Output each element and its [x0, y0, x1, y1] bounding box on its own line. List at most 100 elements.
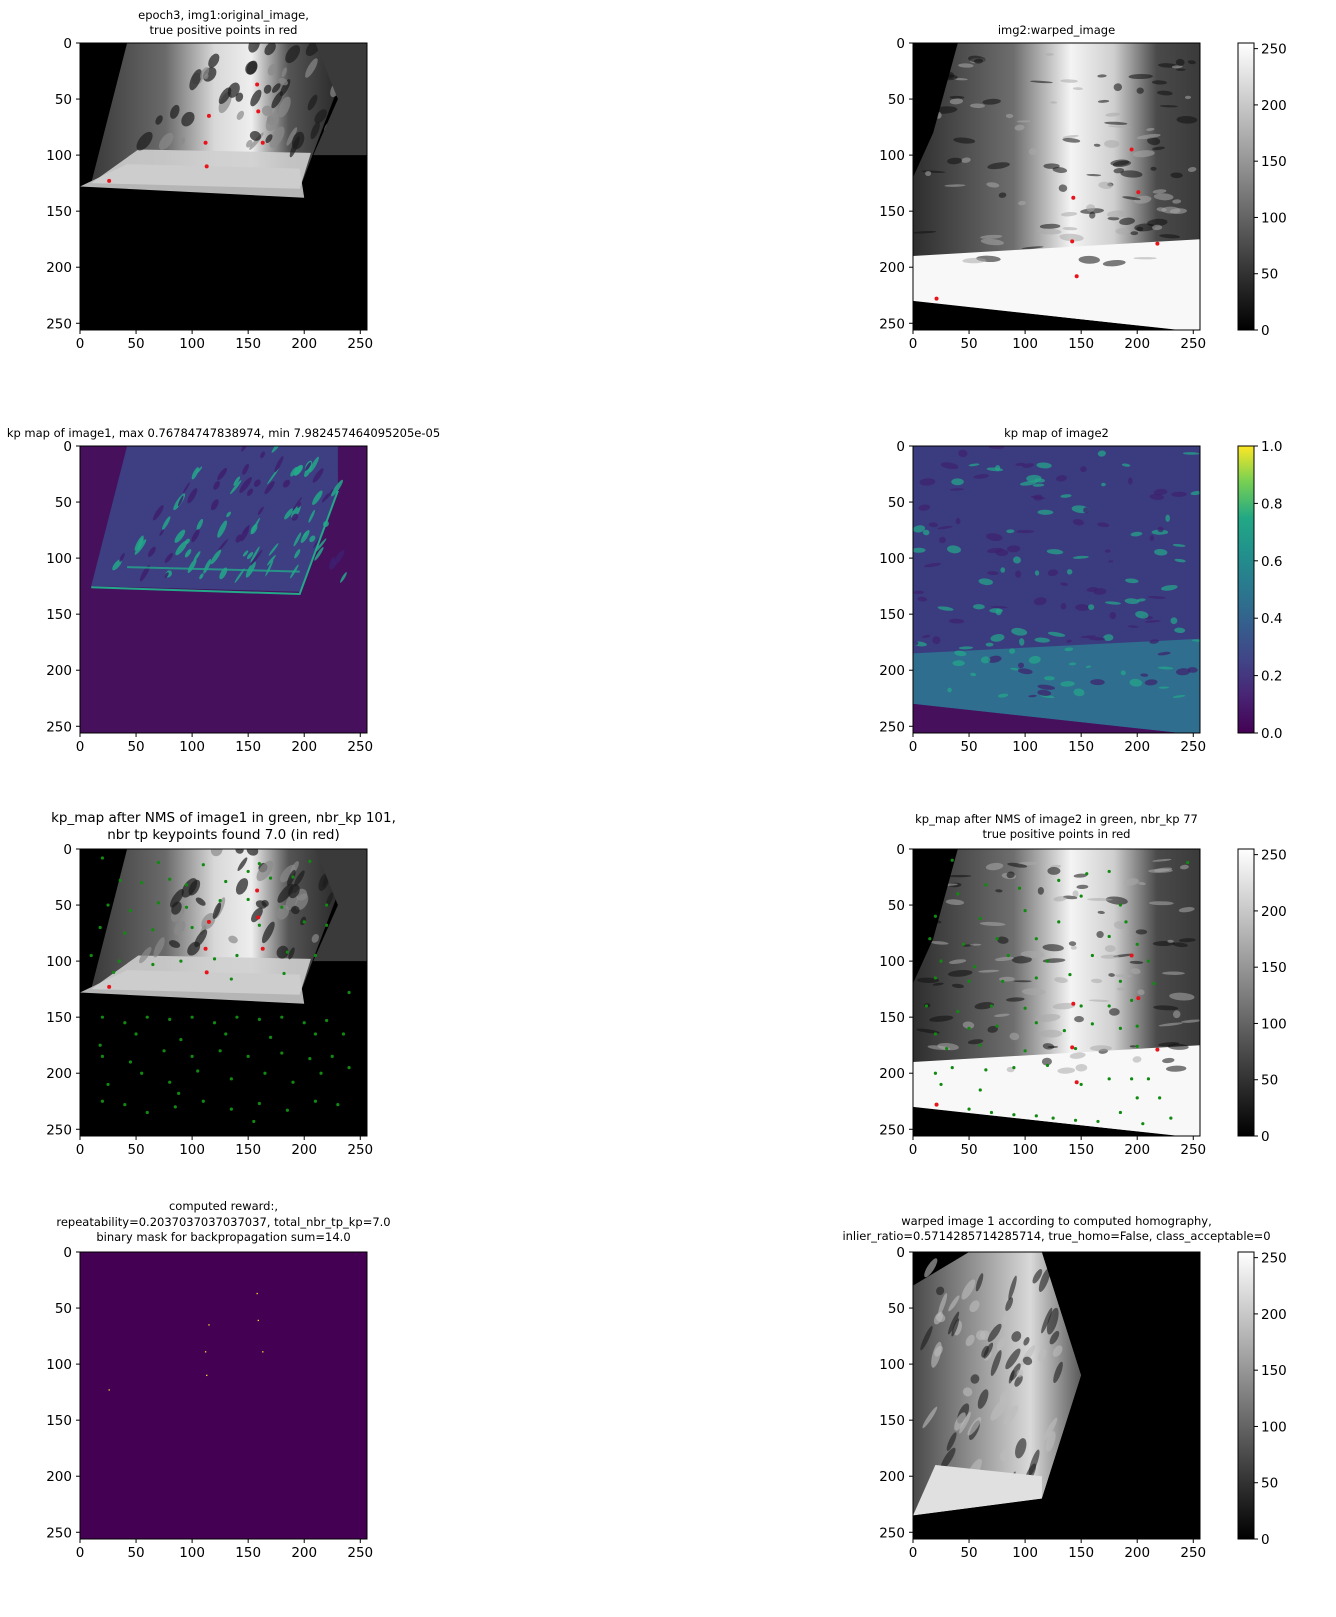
image-texture [1172, 1010, 1181, 1019]
nms-keypoint [1118, 1110, 1123, 1115]
y-tick-label: 100 [879, 1357, 905, 1373]
image-texture [1097, 99, 1110, 103]
image-texture [248, 43, 260, 53]
nms-keypoint [257, 923, 261, 927]
image-texture [1072, 555, 1089, 559]
y-tick-label: 200 [46, 663, 72, 679]
nms-keypoint [190, 1015, 194, 1019]
nms-keypoint [961, 942, 966, 946]
y-tick-label: 200 [879, 663, 905, 679]
image-texture [1037, 689, 1052, 697]
image-texture [948, 618, 965, 624]
image-texture [967, 1416, 982, 1436]
image-texture [1060, 211, 1078, 217]
image-texture [1005, 113, 1014, 119]
colorbar-tick-label: 0 [1261, 1129, 1270, 1145]
mask-point [206, 1374, 208, 1377]
image-texture [1174, 627, 1186, 634]
image-texture [210, 499, 219, 511]
image-region [913, 1252, 1200, 1539]
image-region [91, 149, 311, 189]
image-texture [278, 96, 291, 118]
image-texture [230, 480, 242, 495]
panel-title-line: epoch3, img1:original_image, [138, 8, 309, 22]
image-texture [287, 869, 296, 886]
image-texture [1037, 1349, 1047, 1362]
image-texture [1054, 977, 1068, 983]
image-texture [954, 650, 967, 657]
image-texture [250, 524, 258, 535]
image-texture [1135, 929, 1148, 935]
panel-title-line: img2:warped_image [998, 23, 1115, 37]
panel-title-line: inlier_ratio=0.5714285714285714, true_ho… [842, 1229, 1270, 1243]
y-tick-label: 100 [879, 551, 905, 567]
nms-keypoint [151, 928, 155, 932]
image-texture [1016, 529, 1035, 534]
x-tick-label: 50 [960, 739, 977, 755]
image-texture [954, 1412, 966, 1431]
image-texture [1157, 651, 1171, 656]
panel-nms-image1: kp_map after NMS of image1 in green, nbr… [46, 810, 396, 1158]
nms-keypoint [325, 1018, 329, 1023]
image-texture [938, 1293, 948, 1316]
y-tick-label: 0 [896, 36, 905, 52]
nms-keypoint [1135, 942, 1139, 946]
image-texture [982, 98, 1001, 105]
image-region [913, 43, 958, 178]
image-texture [973, 604, 985, 610]
colorbar-gray: 0 50 100 150 200 250 [1237, 42, 1287, 339]
image-texture [134, 539, 147, 555]
axes-frame [79, 848, 368, 1137]
x-tick-label: 0 [909, 336, 918, 352]
image-texture [1115, 227, 1130, 235]
image-texture [325, 488, 334, 500]
image-texture [1002, 1312, 1011, 1325]
image-texture [920, 1325, 933, 1351]
image-texture [217, 467, 228, 481]
image-texture [246, 551, 254, 560]
image-texture [1083, 507, 1090, 514]
nms-keypoint [229, 1077, 233, 1081]
image-texture [1105, 112, 1121, 117]
image-texture [293, 532, 302, 547]
colorbar-tick-label: 250 [1261, 42, 1287, 58]
image-texture [250, 546, 260, 563]
image-texture [281, 67, 287, 78]
image-texture [1073, 688, 1085, 697]
nms-keypoint [268, 876, 273, 880]
image-texture [1137, 989, 1145, 996]
image-texture [1171, 491, 1187, 497]
axes-frame [912, 42, 1201, 331]
image-texture [977, 1389, 989, 1409]
x-tick-label: 150 [1068, 336, 1094, 352]
image-texture [987, 547, 1003, 554]
image-region [91, 446, 338, 592]
nms-keypoint [967, 1107, 971, 1111]
image-texture [1161, 584, 1178, 591]
x-tick-label: 100 [179, 1142, 205, 1158]
image-texture [134, 535, 144, 551]
image-texture [1120, 670, 1126, 676]
image-texture [987, 1323, 1002, 1343]
x-tick-label: 200 [291, 739, 317, 755]
image-texture [1097, 74, 1107, 78]
image-texture [1085, 204, 1096, 212]
y-tick-label: 150 [46, 607, 72, 623]
image-texture [1128, 73, 1153, 80]
nms-keypoint [1085, 872, 1089, 876]
image-texture [1120, 170, 1143, 178]
image-texture [1000, 567, 1006, 573]
nms-keypoint [168, 1080, 172, 1084]
image-texture [300, 530, 310, 543]
x-tick-label: 150 [235, 1142, 261, 1158]
image-texture [217, 520, 228, 538]
image-content [913, 849, 1200, 1136]
panel-kp-map-image2: kp map of image2 0 0 50 50 100 100 150 150 200 20… [879, 426, 1206, 755]
nms-keypoint [933, 976, 938, 980]
image-texture [1089, 1045, 1112, 1052]
image-texture [958, 63, 974, 68]
true-positive-point [1074, 274, 1079, 279]
image-texture [1052, 1002, 1076, 1010]
nms-keypoint [145, 1110, 149, 1115]
nms-keypoint [134, 1032, 138, 1036]
